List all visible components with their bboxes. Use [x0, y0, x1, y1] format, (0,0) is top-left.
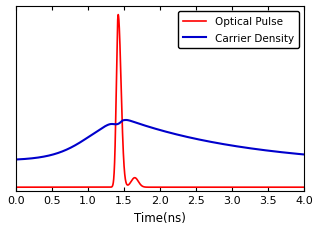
- Optical Pulse: [302, 186, 306, 189]
- Optical Pulse: [272, 186, 276, 189]
- X-axis label: Time(ns): Time(ns): [134, 211, 186, 224]
- Optical Pulse: [243, 186, 247, 189]
- Carrier Density: [28, 157, 32, 160]
- Optical Pulse: [228, 186, 232, 189]
- Line: Carrier Density: Carrier Density: [16, 120, 304, 160]
- Carrier Density: [197, 139, 201, 141]
- Carrier Density: [118, 122, 122, 125]
- Carrier Density: [228, 144, 232, 147]
- Carrier Density: [14, 158, 18, 161]
- Carrier Density: [243, 146, 247, 149]
- Optical Pulse: [116, 14, 120, 17]
- Carrier Density: [185, 136, 188, 139]
- Carrier Density: [124, 119, 128, 122]
- Carrier Density: [302, 153, 306, 156]
- Legend: Optical Pulse, Carrier Density: Optical Pulse, Carrier Density: [178, 12, 299, 49]
- Optical Pulse: [197, 186, 201, 189]
- Optical Pulse: [118, 53, 122, 56]
- Optical Pulse: [185, 186, 188, 189]
- Optical Pulse: [14, 186, 18, 189]
- Line: Optical Pulse: Optical Pulse: [16, 15, 304, 187]
- Optical Pulse: [28, 186, 32, 189]
